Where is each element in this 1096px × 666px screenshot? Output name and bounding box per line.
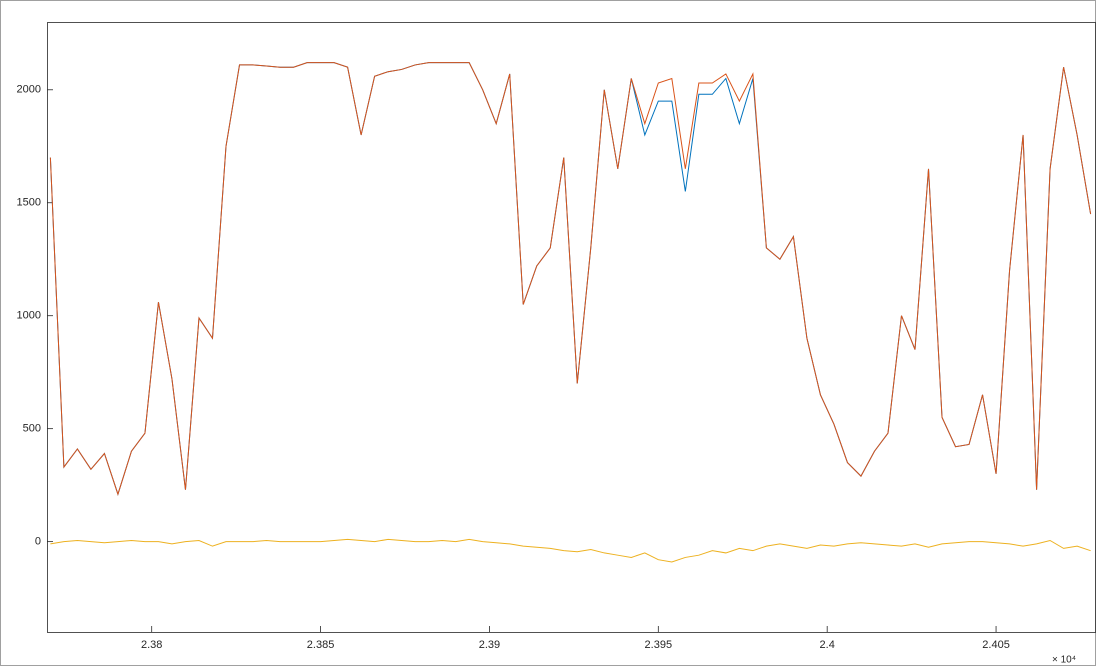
x-tick-label: 2.4 (820, 639, 835, 651)
series-line (50, 538, 1091, 563)
x-tick-label: 2.405 (982, 639, 1010, 651)
y-tick-label: 2000 (17, 84, 41, 96)
x-tick-label: 2.385 (307, 639, 335, 651)
y-tick-label: 1500 (17, 197, 41, 209)
x-tick-label: 2.39 (479, 639, 500, 651)
series-line (49, 62, 1092, 496)
x-tick-label: 2.38 (141, 639, 162, 651)
axes-box (47, 22, 1096, 633)
y-tick-label: 1000 (17, 310, 41, 322)
x-exponent: × 10⁴ (1052, 655, 1076, 666)
x-tick-label: 2.395 (645, 639, 673, 651)
y-tick-label: 0 (35, 536, 41, 548)
y-tick-label: 500 (23, 423, 41, 435)
